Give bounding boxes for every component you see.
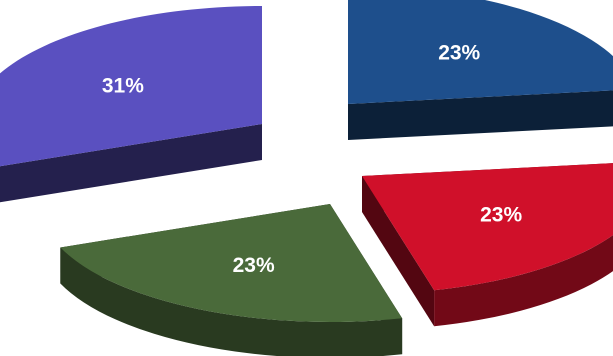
pie-slice-wall — [348, 90, 613, 140]
pie-slice-side — [60, 247, 403, 356]
pie-slice-label: 23% — [480, 203, 522, 226]
pie-slice-label: 23% — [233, 254, 275, 277]
pie-slice-3: 23% — [60, 204, 403, 356]
pie-slice-top — [0, 6, 262, 167]
pie-slice-wall — [362, 176, 435, 327]
pie-slice-2: 23% — [362, 163, 613, 327]
pie-slice-top — [362, 163, 613, 291]
pie-slice-label: 31% — [102, 75, 144, 98]
pie-slice-wall — [0, 124, 262, 203]
pie-slice-label: 23% — [438, 42, 480, 65]
pie-slice-4: 31% — [0, 6, 262, 203]
pie-slice-top — [60, 204, 403, 322]
pie-slice-1: 23% — [348, 0, 613, 140]
pie-slice-top — [348, 0, 613, 104]
pie-slice-side — [434, 235, 613, 327]
